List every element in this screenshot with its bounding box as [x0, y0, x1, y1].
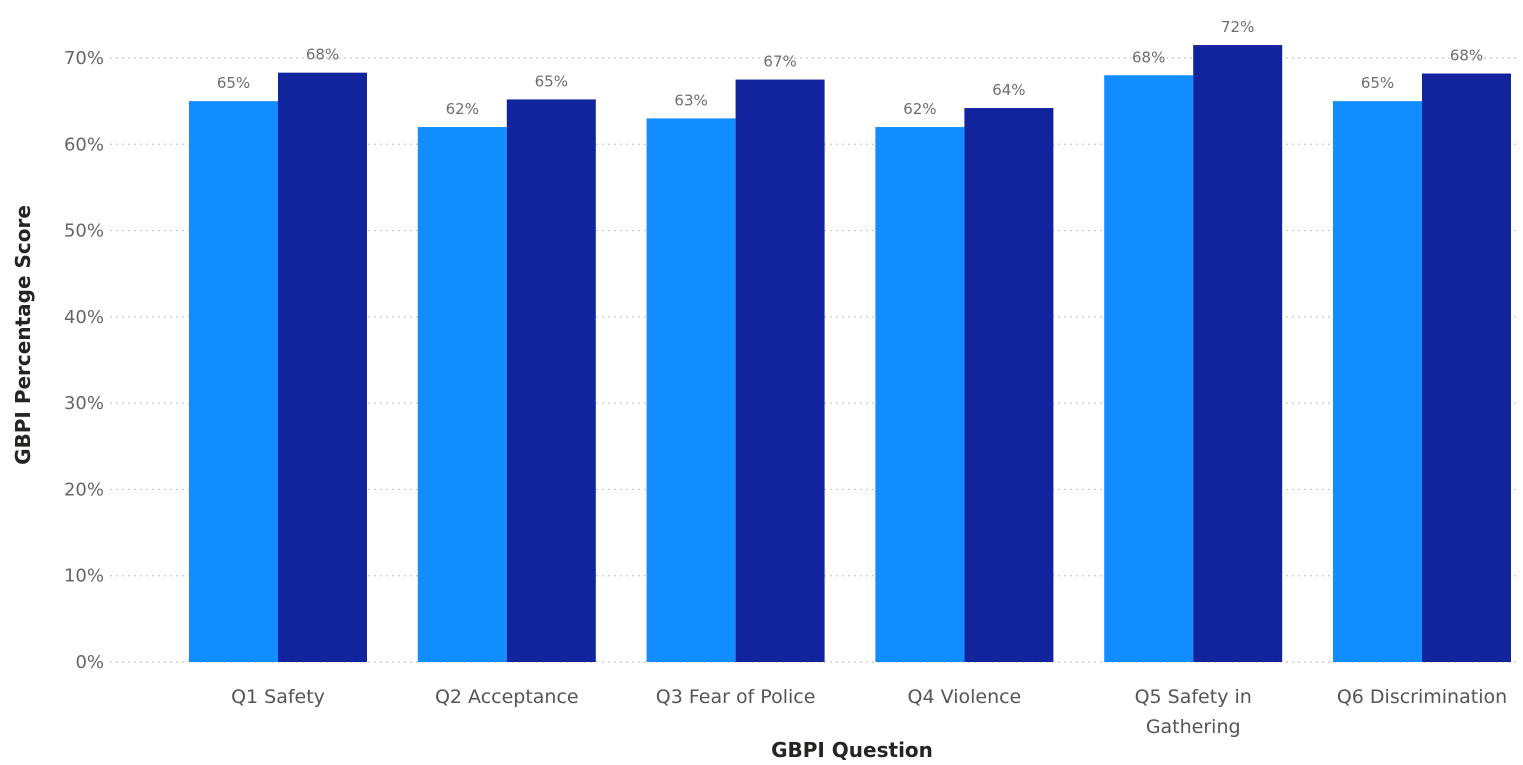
bar — [735, 79, 825, 663]
x-category-label: Q4 Violence — [908, 686, 1022, 708]
bars — [189, 45, 1511, 663]
bar — [646, 118, 736, 662]
data-label: 63% — [674, 91, 707, 109]
y-tick-label: 30% — [64, 393, 104, 414]
data-label: 68% — [306, 46, 339, 64]
bar — [1333, 101, 1422, 662]
data-label: 64% — [992, 81, 1025, 99]
y-tick-label: 50% — [64, 221, 104, 242]
x-category-label: Q3 Fear of Police — [656, 686, 816, 708]
bar — [506, 99, 596, 663]
data-label: 68% — [1132, 48, 1165, 66]
bar — [278, 72, 367, 662]
bar — [875, 127, 965, 663]
y-tick-label: 10% — [64, 566, 104, 587]
bar — [417, 127, 507, 663]
data-label: 72% — [1221, 18, 1254, 36]
data-label: 65% — [217, 74, 250, 92]
data-label: 65% — [1361, 74, 1394, 92]
y-tick-label: 70% — [64, 48, 104, 69]
y-tick-label: 40% — [64, 307, 104, 328]
y-tick-label: 60% — [64, 134, 104, 155]
x-category-label: Q1 Safety — [231, 686, 325, 708]
data-labels: 65% 68% 62% 65% 63% 67% 62% 64% 68% 72% 65% 68% — [217, 18, 1483, 118]
data-label: 62% — [903, 100, 936, 118]
data-label: 68% — [1450, 47, 1483, 65]
data-label: 62% — [446, 100, 479, 118]
x-category-label: Q2 Acceptance — [435, 686, 579, 708]
bar — [1422, 73, 1511, 662]
x-category-label: Q5 Safety in Gathering — [1135, 686, 1252, 738]
x-category-label: Q6 Discrimination — [1337, 686, 1507, 708]
y-tick-label: 0% — [75, 652, 104, 673]
data-label: 65% — [535, 72, 568, 90]
y-tick-label: 20% — [64, 479, 104, 500]
x-axis-title: GBPI Question — [771, 738, 933, 762]
data-label: 67% — [763, 53, 796, 71]
x-axis-category-labels: Q1 Safety Q2 Acceptance Q3 Fear of Police Q… — [231, 686, 1507, 738]
bar — [1193, 45, 1283, 663]
y-axis-title: GBPI Percentage Score — [11, 205, 35, 465]
bar — [1104, 75, 1194, 662]
bar — [964, 108, 1054, 662]
bar — [189, 101, 278, 662]
y-axis-tick-labels: 0% 10% 20% 30% 40% 50% 60% 70% — [64, 48, 104, 673]
